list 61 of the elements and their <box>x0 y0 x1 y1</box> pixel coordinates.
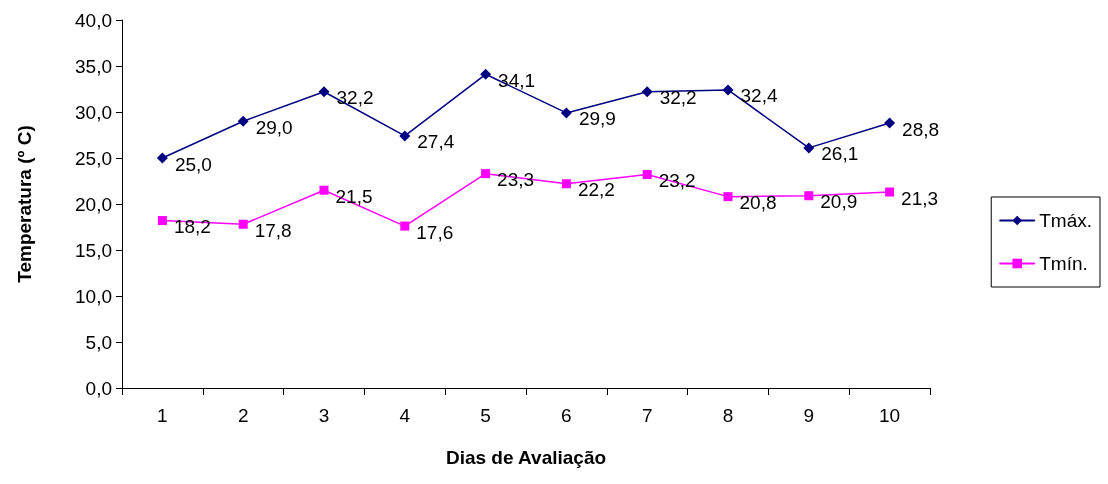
data-label: 27,4 <box>417 131 455 153</box>
data-label: 21,3 <box>901 187 939 209</box>
data-label: 32,2 <box>659 87 697 109</box>
y-tick-label: 30,0 <box>75 101 112 123</box>
y-tick-label: 40,0 <box>75 9 112 31</box>
point <box>884 117 896 129</box>
point <box>642 170 652 180</box>
data-label: 29,0 <box>255 116 293 138</box>
point <box>803 142 815 154</box>
y-tick-label: 15,0 <box>75 239 112 261</box>
x-tick-label: 7 <box>641 405 653 426</box>
y-tick-label: 20,0 <box>75 193 112 215</box>
x-tick-label: 3 <box>318 405 330 426</box>
x-tick-label: 8 <box>722 405 734 426</box>
point <box>157 216 167 226</box>
data-label: 32,4 <box>740 85 778 107</box>
point <box>399 130 411 142</box>
point <box>319 185 329 195</box>
data-label: 26,1 <box>821 143 859 165</box>
point <box>156 152 168 164</box>
point <box>238 219 248 229</box>
point <box>804 191 814 201</box>
point <box>400 221 410 231</box>
data-label: 32,2 <box>336 87 374 109</box>
data-label: 18,2 <box>173 216 211 238</box>
y-tick-label: 25,0 <box>75 147 112 169</box>
x-tick-label: 1 <box>157 405 168 426</box>
data-label: 29,9 <box>578 108 616 130</box>
y-tick-label: 10,0 <box>75 285 112 307</box>
data-label: 28,8 <box>902 118 940 140</box>
x-tick-label: 10 <box>879 405 901 426</box>
data-label: 17,6 <box>416 221 454 243</box>
x-tick-label: 5 <box>480 405 491 426</box>
data-label: 22,2 <box>577 179 615 201</box>
data-label: 20,8 <box>739 192 777 214</box>
data-label: 25,0 <box>174 153 212 175</box>
y-tick-label: 5,0 <box>85 331 112 353</box>
y-axis-title: Temperatura (º C) <box>14 125 35 283</box>
point <box>885 187 895 197</box>
legend-label: Tmáx. <box>1039 210 1092 231</box>
data-label: 34,1 <box>498 69 536 91</box>
x-tick-label: 6 <box>561 405 572 426</box>
point <box>722 84 734 96</box>
x-axis-title: Dias de Avaliação <box>445 447 607 468</box>
point <box>480 68 492 80</box>
point <box>318 86 330 98</box>
point <box>481 169 491 179</box>
legend-label: Tmín. <box>1039 253 1088 274</box>
x-tick-label: 9 <box>803 405 815 426</box>
data-label: 20,9 <box>820 191 858 213</box>
point <box>560 107 572 119</box>
point <box>561 179 571 189</box>
point <box>237 115 249 127</box>
data-label: 17,8 <box>254 219 292 241</box>
x-tick-label: 4 <box>399 405 411 426</box>
point <box>723 192 733 202</box>
y-tick-label: 35,0 <box>75 55 112 77</box>
x-tick-label: 2 <box>237 405 249 426</box>
point <box>641 86 653 98</box>
data-label: 21,5 <box>335 185 373 207</box>
y-tick-label: 0,0 <box>85 377 112 399</box>
